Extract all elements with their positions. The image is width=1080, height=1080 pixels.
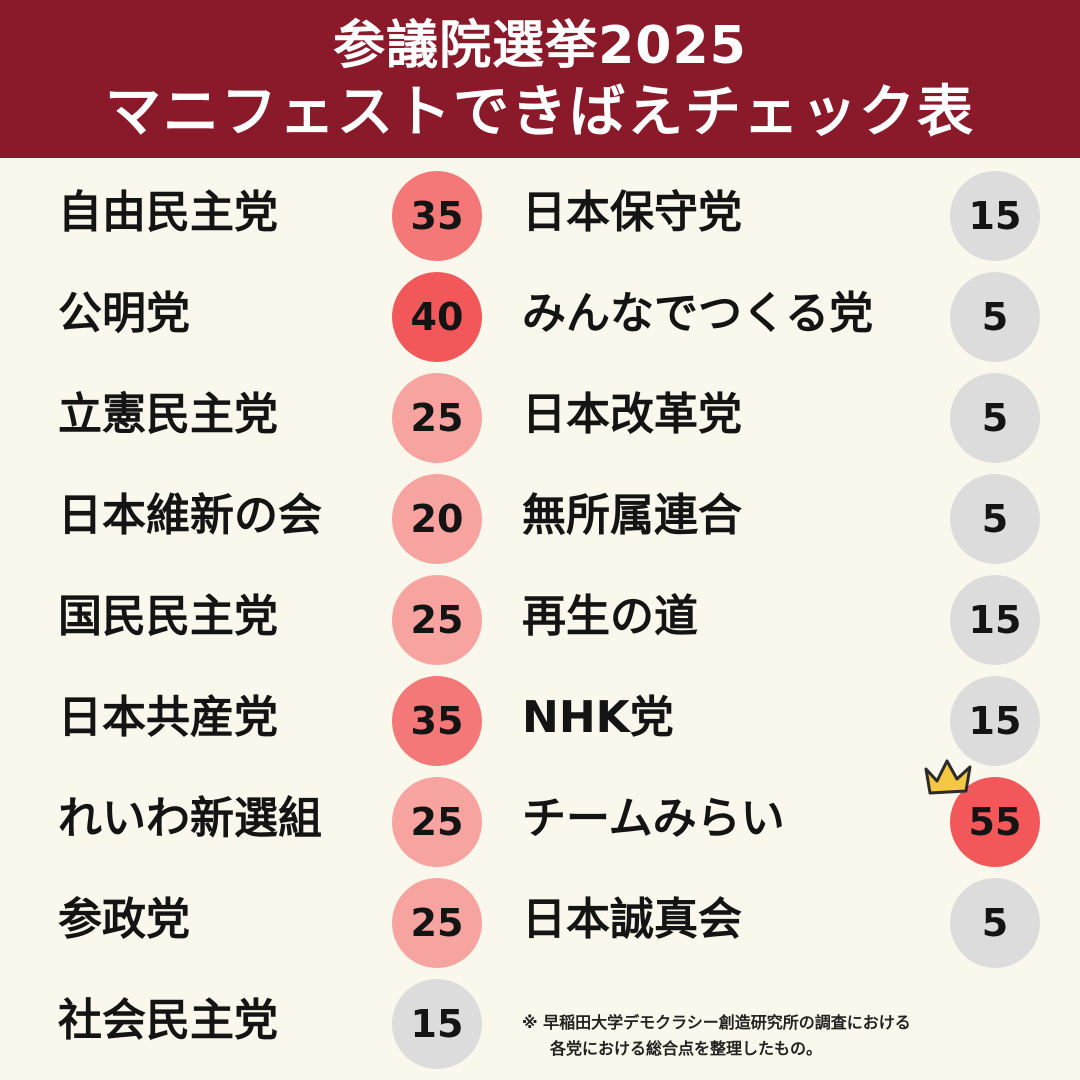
party-name: れいわ新選組 [58, 793, 322, 844]
footnote-line-2: 各党における総合点を整理したもの。 [550, 1039, 823, 1058]
party-row: みんなでつくる党 5 [522, 266, 1047, 367]
party-row: 無所属連合 5 [522, 468, 1047, 569]
party-row: 国民民主党 25 [58, 569, 488, 670]
crown-icon [924, 759, 972, 795]
score-badge: 5 [950, 272, 1040, 362]
party-row: 自由民主党 35 [58, 165, 488, 266]
party-name: 日本改革党 [522, 389, 742, 440]
party-name: 社会民主党 [58, 995, 278, 1046]
party-row: 日本維新の会 20 [58, 468, 488, 569]
score-badge: 25 [392, 777, 482, 867]
score-badge: 25 [392, 878, 482, 968]
party-name: 日本維新の会 [58, 490, 322, 541]
party-name: 立憲民主党 [58, 389, 278, 440]
party-name: みんなでつくる党 [522, 288, 874, 339]
score-badge: 55 [950, 777, 1040, 867]
party-row: チームみらい 55 [522, 759, 1047, 872]
page-subtitle: マニフェストできばえチェック表 [105, 80, 975, 145]
score-badge: 35 [392, 171, 482, 261]
party-name: 自由民主党 [58, 187, 278, 238]
party-name: NHK党 [522, 692, 674, 743]
header-banner: 参議院選挙2025 マニフェストできばえチェック表 [0, 0, 1080, 158]
score-badge: 35 [392, 676, 482, 766]
party-row: 社会民主党 15 [58, 973, 488, 1074]
score-badge: 5 [950, 878, 1040, 968]
party-row: 日本保守党 15 [522, 165, 1047, 266]
party-row: 日本共産党 35 [58, 670, 488, 771]
score-badge: 25 [392, 373, 482, 463]
page-title: 参議院選挙2025 [333, 16, 747, 76]
party-list-left: 自由民主党 35 公明党 40 立憲民主党 25 日本維新の会 20 国民民主党 25 日本共産党 3… [58, 165, 488, 1074]
party-row: 再生の道 15 [522, 569, 1047, 670]
party-row: 立憲民主党 25 [58, 367, 488, 468]
score-badge: 5 [950, 373, 1040, 463]
score-badge: 15 [950, 575, 1040, 665]
score-badge: 15 [950, 171, 1040, 261]
score-badge: 25 [392, 575, 482, 665]
footnote-line-1: ※ 早稲田大学デモクラシー創造研究所の調査における [522, 1013, 911, 1032]
party-name: 日本保守党 [522, 187, 742, 238]
score-badge: 5 [950, 474, 1040, 564]
party-row: NHK党 15 [522, 670, 1047, 771]
score-badge: 40 [392, 272, 482, 362]
party-row: 公明党 40 [58, 266, 488, 367]
party-name: 日本誠真会 [522, 894, 742, 945]
score-badge: 15 [950, 676, 1040, 766]
party-name: 日本共産党 [58, 692, 278, 743]
party-name: 国民民主党 [58, 591, 278, 642]
footnote: ※ 早稲田大学デモクラシー創造研究所の調査における 各党における総合点を整理した… [522, 1010, 1042, 1062]
party-name: チームみらい [522, 793, 785, 844]
score-badge: 15 [392, 979, 482, 1069]
score-badge: 20 [392, 474, 482, 564]
party-row: れいわ新選組 25 [58, 771, 488, 872]
party-row: 日本誠真会 5 [522, 872, 1047, 973]
party-name: 参政党 [58, 894, 190, 945]
party-row: 参政党 25 [58, 872, 488, 973]
party-row: 日本改革党 5 [522, 367, 1047, 468]
party-list-right: 日本保守党 15 みんなでつくる党 5 日本改革党 5 無所属連合 5 再生の道 15 NHK党 15… [522, 165, 1047, 973]
party-name: 公明党 [58, 288, 190, 339]
party-name: 再生の道 [522, 591, 698, 642]
party-name: 無所属連合 [522, 490, 742, 541]
